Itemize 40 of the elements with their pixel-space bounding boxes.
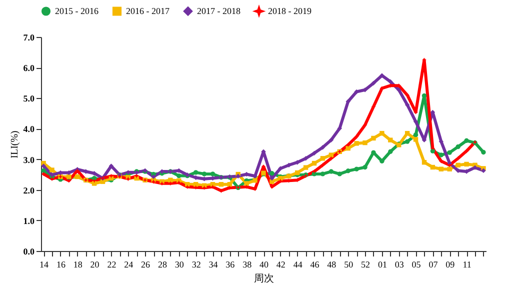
legend-label: 2016 - 2017 [126,6,170,16]
x-tick-label: 34 [208,260,218,270]
legend-label: 2017 - 2018 [197,6,241,16]
x-tick-label: 50 [344,260,354,270]
x-tick-label: 22 [107,260,116,270]
x-tick-label: 20 [90,260,100,270]
x-tick-label: 40 [260,260,269,270]
x-tick-label: 32 [192,260,201,270]
x-tick-label: 11 [462,260,472,270]
y-tick-label: 0.0 [23,246,35,256]
x-tick-label: 42 [276,260,286,270]
x-tick-label: 09 [446,260,456,270]
legend-label: 2015 - 2016 [55,6,99,16]
y-tick-label: 5.0 [23,94,35,104]
y-tick-label: 1.0 [23,216,35,226]
x-tick-label: 07 [428,260,438,270]
x-tick-label: 14 [40,260,50,270]
x-tick-label: 52 [361,260,370,270]
x-tick-label: 03 [394,260,404,270]
x-tick-label: 16 [56,260,66,270]
y-tick-label: 4.0 [23,124,35,134]
x-tick-label: 44 [293,260,303,270]
x-tick-label: 01 [378,260,387,270]
y-axis-title: ILI(%) [9,130,20,158]
x-tick-label: 18 [73,260,83,270]
legend-label: 2018 - 2019 [268,6,312,16]
x-tick-label: 26 [141,260,151,270]
x-tick-label: 36 [226,260,236,270]
x-tick-label: 30 [174,260,184,270]
y-tick-label: 7.0 [23,32,35,42]
x-tick-label: 05 [412,260,422,270]
y-tick-label: 3.0 [23,154,35,165]
x-tick-label: 24 [124,260,134,270]
x-tick-label: 28 [158,260,168,270]
x-axis-title: 周次 [254,274,274,284]
y-tick-label: 2.0 [23,185,35,196]
x-tick-label: 38 [242,260,252,270]
x-tick-label: 48 [327,260,337,270]
x-tick-label: 46 [310,260,320,270]
y-tick-label: 6.0 [23,63,35,74]
